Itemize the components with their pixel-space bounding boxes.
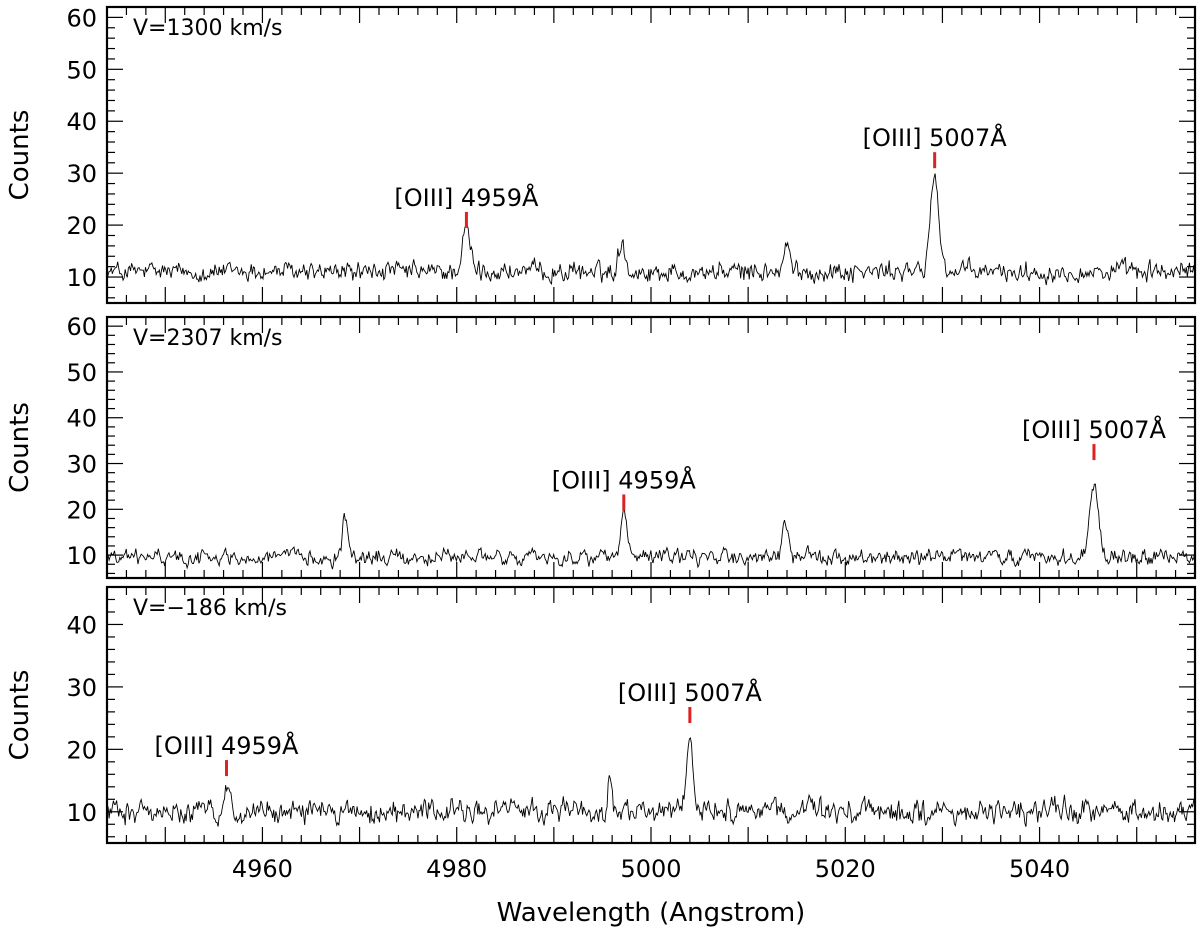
- spectrum-panel-1: 10 20 30 40 50 60 Counts V=1300 km/s [OIII] 4959…: [5, 4, 1197, 305]
- y-tick-label: 20: [66, 496, 97, 524]
- y-axis-title: Counts: [5, 110, 35, 201]
- y-tick-label: 20: [66, 736, 97, 764]
- velocity-annotation: V=−186 km/s: [133, 596, 287, 621]
- y-tick-label: 40: [66, 405, 97, 433]
- y-tick-label: 30: [66, 674, 97, 702]
- y-tick-label: 30: [66, 160, 97, 188]
- emission-line-label: [OIII] 5007Å: [863, 123, 1008, 152]
- y-tick-label: 50: [66, 56, 97, 84]
- y-tick-label: 20: [66, 212, 97, 240]
- y-tick-label: 50: [66, 359, 97, 387]
- y-axis-title: Counts: [5, 670, 35, 761]
- plot-frame: [105, 315, 1197, 580]
- y-tick-label: 10: [66, 542, 97, 570]
- x-tick-label: 4980: [426, 855, 487, 883]
- emission-line-label: [OIII] 5007Å: [1022, 415, 1167, 444]
- emission-line-label: [OIII] 4959Å: [552, 465, 697, 494]
- emission-line-label: [OIII] 5007Å: [618, 678, 763, 707]
- plot-frame: [105, 5, 1197, 305]
- y-tick-label: 10: [66, 264, 97, 292]
- y-tick-label: 40: [66, 611, 97, 639]
- spectrum-line: [107, 483, 1195, 570]
- velocity-annotation: V=2307 km/s: [133, 326, 283, 351]
- emission-line-label: [OIII] 4959Å: [154, 731, 299, 760]
- x-tick-label: 5020: [815, 855, 876, 883]
- y-tick-label: 40: [66, 108, 97, 136]
- x-tick-label: 5040: [1009, 855, 1070, 883]
- x-tick-label: 4960: [232, 855, 293, 883]
- velocity-annotation: V=1300 km/s: [133, 16, 283, 41]
- y-tick-label: 10: [66, 799, 97, 827]
- emission-line-label: [OIII] 4959Å: [394, 183, 539, 212]
- spectrum-panel-2: 10 20 30 40 50 60 Counts V=2307 km/s [OIII] 4959…: [5, 313, 1197, 580]
- plot-frame: [105, 585, 1197, 845]
- y-tick-label: 60: [66, 4, 97, 32]
- x-axis-title: Wavelength (Angstrom): [497, 898, 806, 928]
- x-tick-label: 5000: [620, 855, 681, 883]
- spectrum-panel-3: 10 20 30 40 4960 4980 5000 5020 5040 Counts Wavele…: [5, 585, 1197, 928]
- spectrum-line: [107, 737, 1195, 827]
- y-tick-label: 30: [66, 451, 97, 479]
- y-axis-title: Counts: [5, 402, 35, 493]
- y-tick-label: 60: [66, 313, 97, 341]
- spectrum-line: [107, 173, 1195, 286]
